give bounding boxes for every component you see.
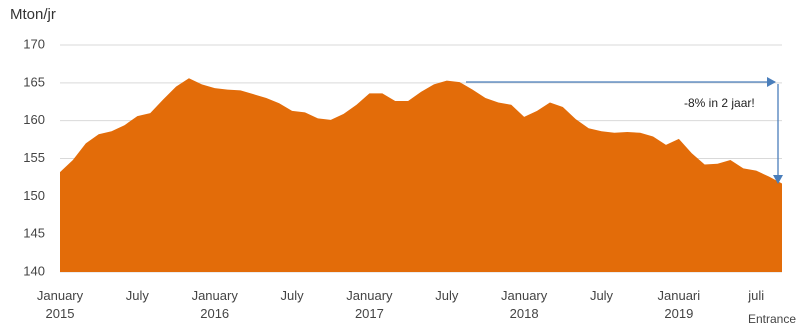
y-tick-label: 160 — [23, 112, 45, 127]
x-tick-label: January 2017 — [346, 288, 393, 321]
x-tick-label: July — [435, 288, 459, 303]
area-layer — [60, 78, 782, 272]
x-tick-label: July — [280, 288, 304, 303]
y-tick-label: 150 — [23, 188, 45, 203]
y-tick-label: 165 — [23, 74, 45, 89]
y-tick-label: 140 — [23, 263, 45, 278]
x-tick-label: July — [589, 288, 614, 303]
y-tick-label: 145 — [23, 226, 45, 241]
x-tick-label: Januari 2019 — [657, 288, 701, 321]
x-tick-label: January 2015 — [36, 288, 84, 321]
x-tick-label: January 2016 — [191, 288, 238, 321]
x-tick-label: January 2018 — [501, 288, 548, 321]
source: Entrance — [747, 312, 796, 326]
y-tick-label: 170 — [23, 36, 45, 51]
x-tick-label: July — [125, 288, 149, 303]
area — [60, 78, 782, 272]
y-axis-label: Mton/jr — [10, 6, 56, 23]
annotation: -8% in 2 jaar! — [684, 96, 755, 110]
x-tick-label: juli — [748, 288, 765, 303]
y-tick-label: 155 — [23, 150, 45, 165]
